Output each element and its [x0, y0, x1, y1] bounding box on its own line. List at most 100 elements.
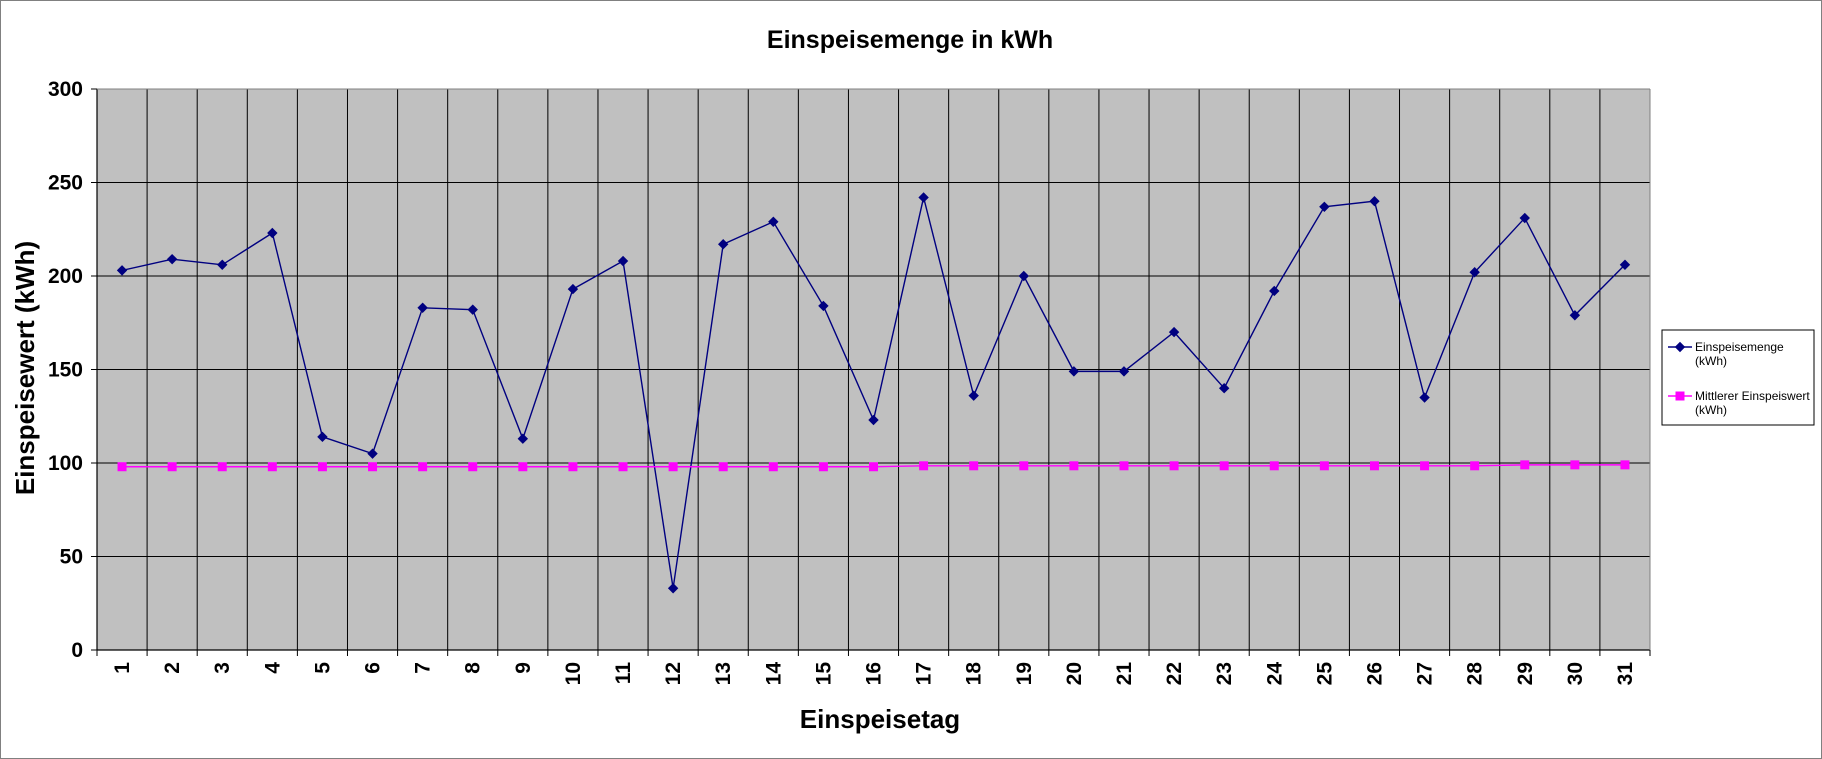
series-1: [116, 192, 1631, 594]
data-point: [818, 300, 829, 312]
data-point: [1469, 267, 1480, 278]
data-point: [568, 462, 578, 472]
y-tick-label: 150: [48, 359, 83, 382]
data-point: [918, 192, 929, 203]
legend-label: (kWh): [1695, 403, 1727, 417]
data-point: [117, 462, 127, 472]
x-tick-label: 18: [963, 662, 986, 686]
data-point: [368, 462, 378, 472]
legend-box: [1661, 329, 1815, 426]
x-tick-label: 14: [762, 662, 785, 686]
data-point: [1319, 201, 1330, 213]
data-point: [468, 462, 478, 472]
data-point: [267, 227, 278, 239]
data-point: [1470, 461, 1480, 471]
x-tick-label: 4: [261, 662, 284, 674]
data-point: [1169, 461, 1179, 471]
data-point: [217, 259, 228, 270]
x-axis-title: Einspeisetag: [800, 704, 960, 734]
x-tick-label: 21: [1113, 662, 1136, 686]
legend-label: (kWh): [1695, 354, 1727, 368]
x-tick-label: 8: [462, 662, 485, 674]
x-tick-label: 29: [1514, 662, 1537, 685]
data-point: [1620, 460, 1630, 470]
data-point: [667, 583, 679, 594]
data-point: [1118, 366, 1130, 377]
data-point: [317, 462, 327, 472]
data-point: [567, 283, 579, 295]
x-tick-label: 17: [913, 662, 936, 685]
data-point: [417, 302, 428, 313]
data-point: [718, 462, 728, 472]
data-point: [1519, 212, 1530, 224]
data-point: [517, 433, 529, 444]
data-point: [217, 462, 227, 472]
data-point: [818, 462, 828, 472]
x-tick-label: 20: [1063, 662, 1086, 685]
data-point: [1420, 461, 1430, 471]
y-tick-label: 100: [48, 452, 83, 475]
data-point: [1269, 285, 1280, 297]
data-point: [317, 431, 328, 443]
x-tick-labels: 1 2 3 4 5 6 7 8 9 10 11 12 13 14 15 16 17 18 19 20 21 22 23 24 2…: [111, 662, 1637, 686]
legend-label: Mittlerer Einspeiswert: [1695, 389, 1810, 403]
x-tick-label: 23: [1213, 662, 1236, 685]
data-point: [1119, 461, 1129, 471]
x-tick-label: 28: [1464, 662, 1487, 686]
x-tick-label: 13: [712, 662, 735, 685]
data-point: [166, 253, 178, 265]
y-tick-label: 0: [71, 639, 83, 662]
data-point: [768, 462, 778, 472]
x-tick-label: 25: [1313, 662, 1336, 686]
data-point: [1269, 461, 1279, 471]
data-point: [1419, 392, 1430, 403]
data-point: [718, 239, 729, 250]
x-tick-label: 5: [311, 662, 334, 674]
y-tick-label: 250: [48, 172, 83, 195]
data-point: [1369, 461, 1379, 471]
x-tick-label: 16: [863, 662, 886, 685]
axes: [91, 88, 1651, 656]
data-point: [167, 462, 177, 472]
data-point: [1319, 461, 1329, 471]
x-tick-label: 26: [1363, 662, 1386, 685]
data-point: [367, 448, 378, 459]
data-point: [1068, 366, 1080, 377]
y-tick-label: 200: [48, 265, 83, 288]
legend-label: Einspeisemenge: [1695, 340, 1784, 354]
x-tick-label: 11: [612, 662, 635, 685]
series-group: [116, 192, 1631, 594]
data-point: [1168, 326, 1180, 338]
data-point: [869, 462, 878, 472]
x-tick-label: 31: [1614, 662, 1637, 686]
series-2: [117, 460, 1630, 472]
data-point: [467, 304, 478, 315]
data-point: [1019, 461, 1029, 471]
x-tick-label: 10: [562, 662, 585, 685]
data-point: [267, 462, 277, 472]
data-point: [868, 414, 879, 426]
data-point: [1570, 460, 1580, 470]
data-point: [1569, 310, 1581, 321]
legend-marker: [1674, 341, 1686, 353]
x-tick-label: 12: [662, 662, 685, 685]
data-point: [1219, 461, 1229, 471]
data-point: [768, 216, 779, 227]
data-point: [1069, 461, 1079, 471]
legend: Einspeisemenge(kWh)Mittlerer Einspeiswer…: [1661, 329, 1815, 426]
data-point: [668, 462, 678, 472]
x-tick-label: 15: [812, 662, 835, 686]
data-point: [919, 461, 929, 471]
data-point: [1218, 382, 1230, 394]
chart-title: Einspeisemenge in kWh: [767, 26, 1053, 54]
legend-marker: [1675, 391, 1685, 401]
x-tick-label: 7: [412, 662, 435, 674]
data-point: [617, 255, 629, 267]
x-tick-label: 19: [1013, 662, 1036, 685]
data-point: [1619, 259, 1631, 270]
data-point: [116, 265, 128, 276]
y-tick-label: 50: [60, 546, 83, 569]
x-tick-label: 24: [1263, 662, 1286, 686]
x-tick-label: 3: [211, 662, 234, 674]
